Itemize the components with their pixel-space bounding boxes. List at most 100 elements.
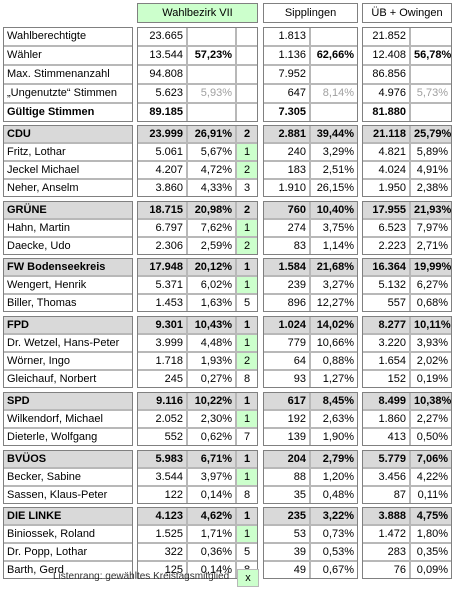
list-rank: 5: [236, 294, 258, 313]
percent: 0,14%: [187, 561, 236, 580]
percent: 0,19%: [410, 370, 452, 389]
row-label: Dr. Wetzel, Hans-Peter: [3, 334, 133, 353]
votes: 23.665: [137, 27, 187, 46]
list-rank: 1: [236, 316, 258, 335]
percent: 1,71%: [187, 525, 236, 544]
row-label: Wengert, Henrik: [3, 276, 133, 295]
votes: 6.797: [137, 218, 187, 237]
row-label: Wähler: [3, 46, 133, 65]
percent: 20,12%: [187, 258, 236, 277]
list-rank: 8: [236, 370, 258, 389]
votes: 152: [362, 370, 410, 389]
percent: 1,93%: [187, 352, 236, 371]
list-rank: 1: [236, 449, 258, 468]
votes: 4.024: [362, 161, 410, 179]
percent: 2,63%: [310, 409, 358, 428]
empty-cell: [310, 27, 358, 46]
votes: 39: [263, 543, 310, 562]
votes: 283: [362, 543, 410, 562]
list-rank: 7: [236, 427, 258, 446]
percent: 14,02%: [310, 316, 358, 335]
votes: 2.881: [263, 125, 310, 143]
percent: 3,27%: [310, 276, 358, 295]
percent: 8,14%: [310, 84, 358, 103]
percent: 3,29%: [310, 143, 358, 161]
votes: 274: [263, 218, 310, 237]
votes: 192: [263, 409, 310, 428]
votes: 21.852: [362, 27, 410, 46]
percent: 6,71%: [187, 449, 236, 468]
votes: 235: [263, 507, 310, 526]
party-name: BVÜOS: [3, 449, 133, 468]
percent: 2,38%: [410, 179, 452, 197]
list-rank: 1: [236, 467, 258, 486]
votes: 8.499: [362, 391, 410, 410]
column-header: Sipplingen: [263, 3, 358, 23]
list-rank: 2: [236, 352, 258, 371]
votes: 86.856: [362, 65, 410, 84]
row-label: Sassen, Klaus-Peter: [3, 485, 133, 504]
list-rank: 1: [236, 258, 258, 277]
row-label: Fritz, Lothar: [3, 143, 133, 161]
votes: 125: [137, 561, 187, 580]
votes: 240: [263, 143, 310, 161]
row-label: Biller, Thomas: [3, 294, 133, 313]
votes: 3.456: [362, 467, 410, 486]
row-label: Neher, Anselm: [3, 179, 133, 197]
row-label: Max. Stimmenanzahl: [3, 65, 133, 84]
percent: 12,27%: [310, 294, 358, 313]
empty-cell: [236, 27, 258, 46]
votes: 5.371: [137, 276, 187, 295]
list-rank: 2: [236, 200, 258, 219]
votes: 17.955: [362, 200, 410, 219]
votes: 1.950: [362, 179, 410, 197]
votes: 1.472: [362, 525, 410, 544]
percent: 3,93%: [410, 334, 452, 353]
percent: 1,80%: [410, 525, 452, 544]
percent: 0,36%: [187, 543, 236, 562]
votes: 9.116: [137, 391, 187, 410]
percent: 7,62%: [187, 218, 236, 237]
percent: 7,06%: [410, 449, 452, 468]
percent: 2,71%: [410, 236, 452, 255]
list-rank: 2: [236, 236, 258, 255]
percent: 0,09%: [410, 561, 452, 580]
votes: 3.999: [137, 334, 187, 353]
percent: 56,78%: [410, 46, 452, 65]
votes: 21.118: [362, 125, 410, 143]
row-label: Wahlberechtigte: [3, 27, 133, 46]
percent: 3,22%: [310, 507, 358, 526]
percent: 5,89%: [410, 143, 452, 161]
list-rank: 1: [236, 334, 258, 353]
votes: 2.223: [362, 236, 410, 255]
row-label: Wilkendorf, Michael: [3, 409, 133, 428]
empty-cell: [236, 65, 258, 84]
row-label: Becker, Sabine: [3, 467, 133, 486]
votes: 183: [263, 161, 310, 179]
votes: 1.024: [263, 316, 310, 335]
percent: 4,91%: [410, 161, 452, 179]
percent: 5,93%: [187, 84, 236, 103]
percent: 26,91%: [187, 125, 236, 143]
list-rank: 5: [236, 543, 258, 562]
votes: 1.910: [263, 179, 310, 197]
percent: 6,27%: [410, 276, 452, 295]
votes: 9.301: [137, 316, 187, 335]
empty-cell: [187, 27, 236, 46]
votes: 7.305: [263, 103, 310, 122]
list-rank: 1: [236, 218, 258, 237]
votes: 88: [263, 467, 310, 486]
percent: 21,93%: [410, 200, 452, 219]
votes: 7.952: [263, 65, 310, 84]
party-name: GRÜNE: [3, 200, 133, 219]
percent: 0,11%: [410, 485, 452, 504]
votes: 18.715: [137, 200, 187, 219]
votes: 1.813: [263, 27, 310, 46]
votes: 617: [263, 391, 310, 410]
list-rank: 1: [236, 525, 258, 544]
percent: 26,15%: [310, 179, 358, 197]
votes: 1.525: [137, 525, 187, 544]
votes: 1.136: [263, 46, 310, 65]
votes: 552: [137, 427, 187, 446]
list-rank: 1: [236, 409, 258, 428]
